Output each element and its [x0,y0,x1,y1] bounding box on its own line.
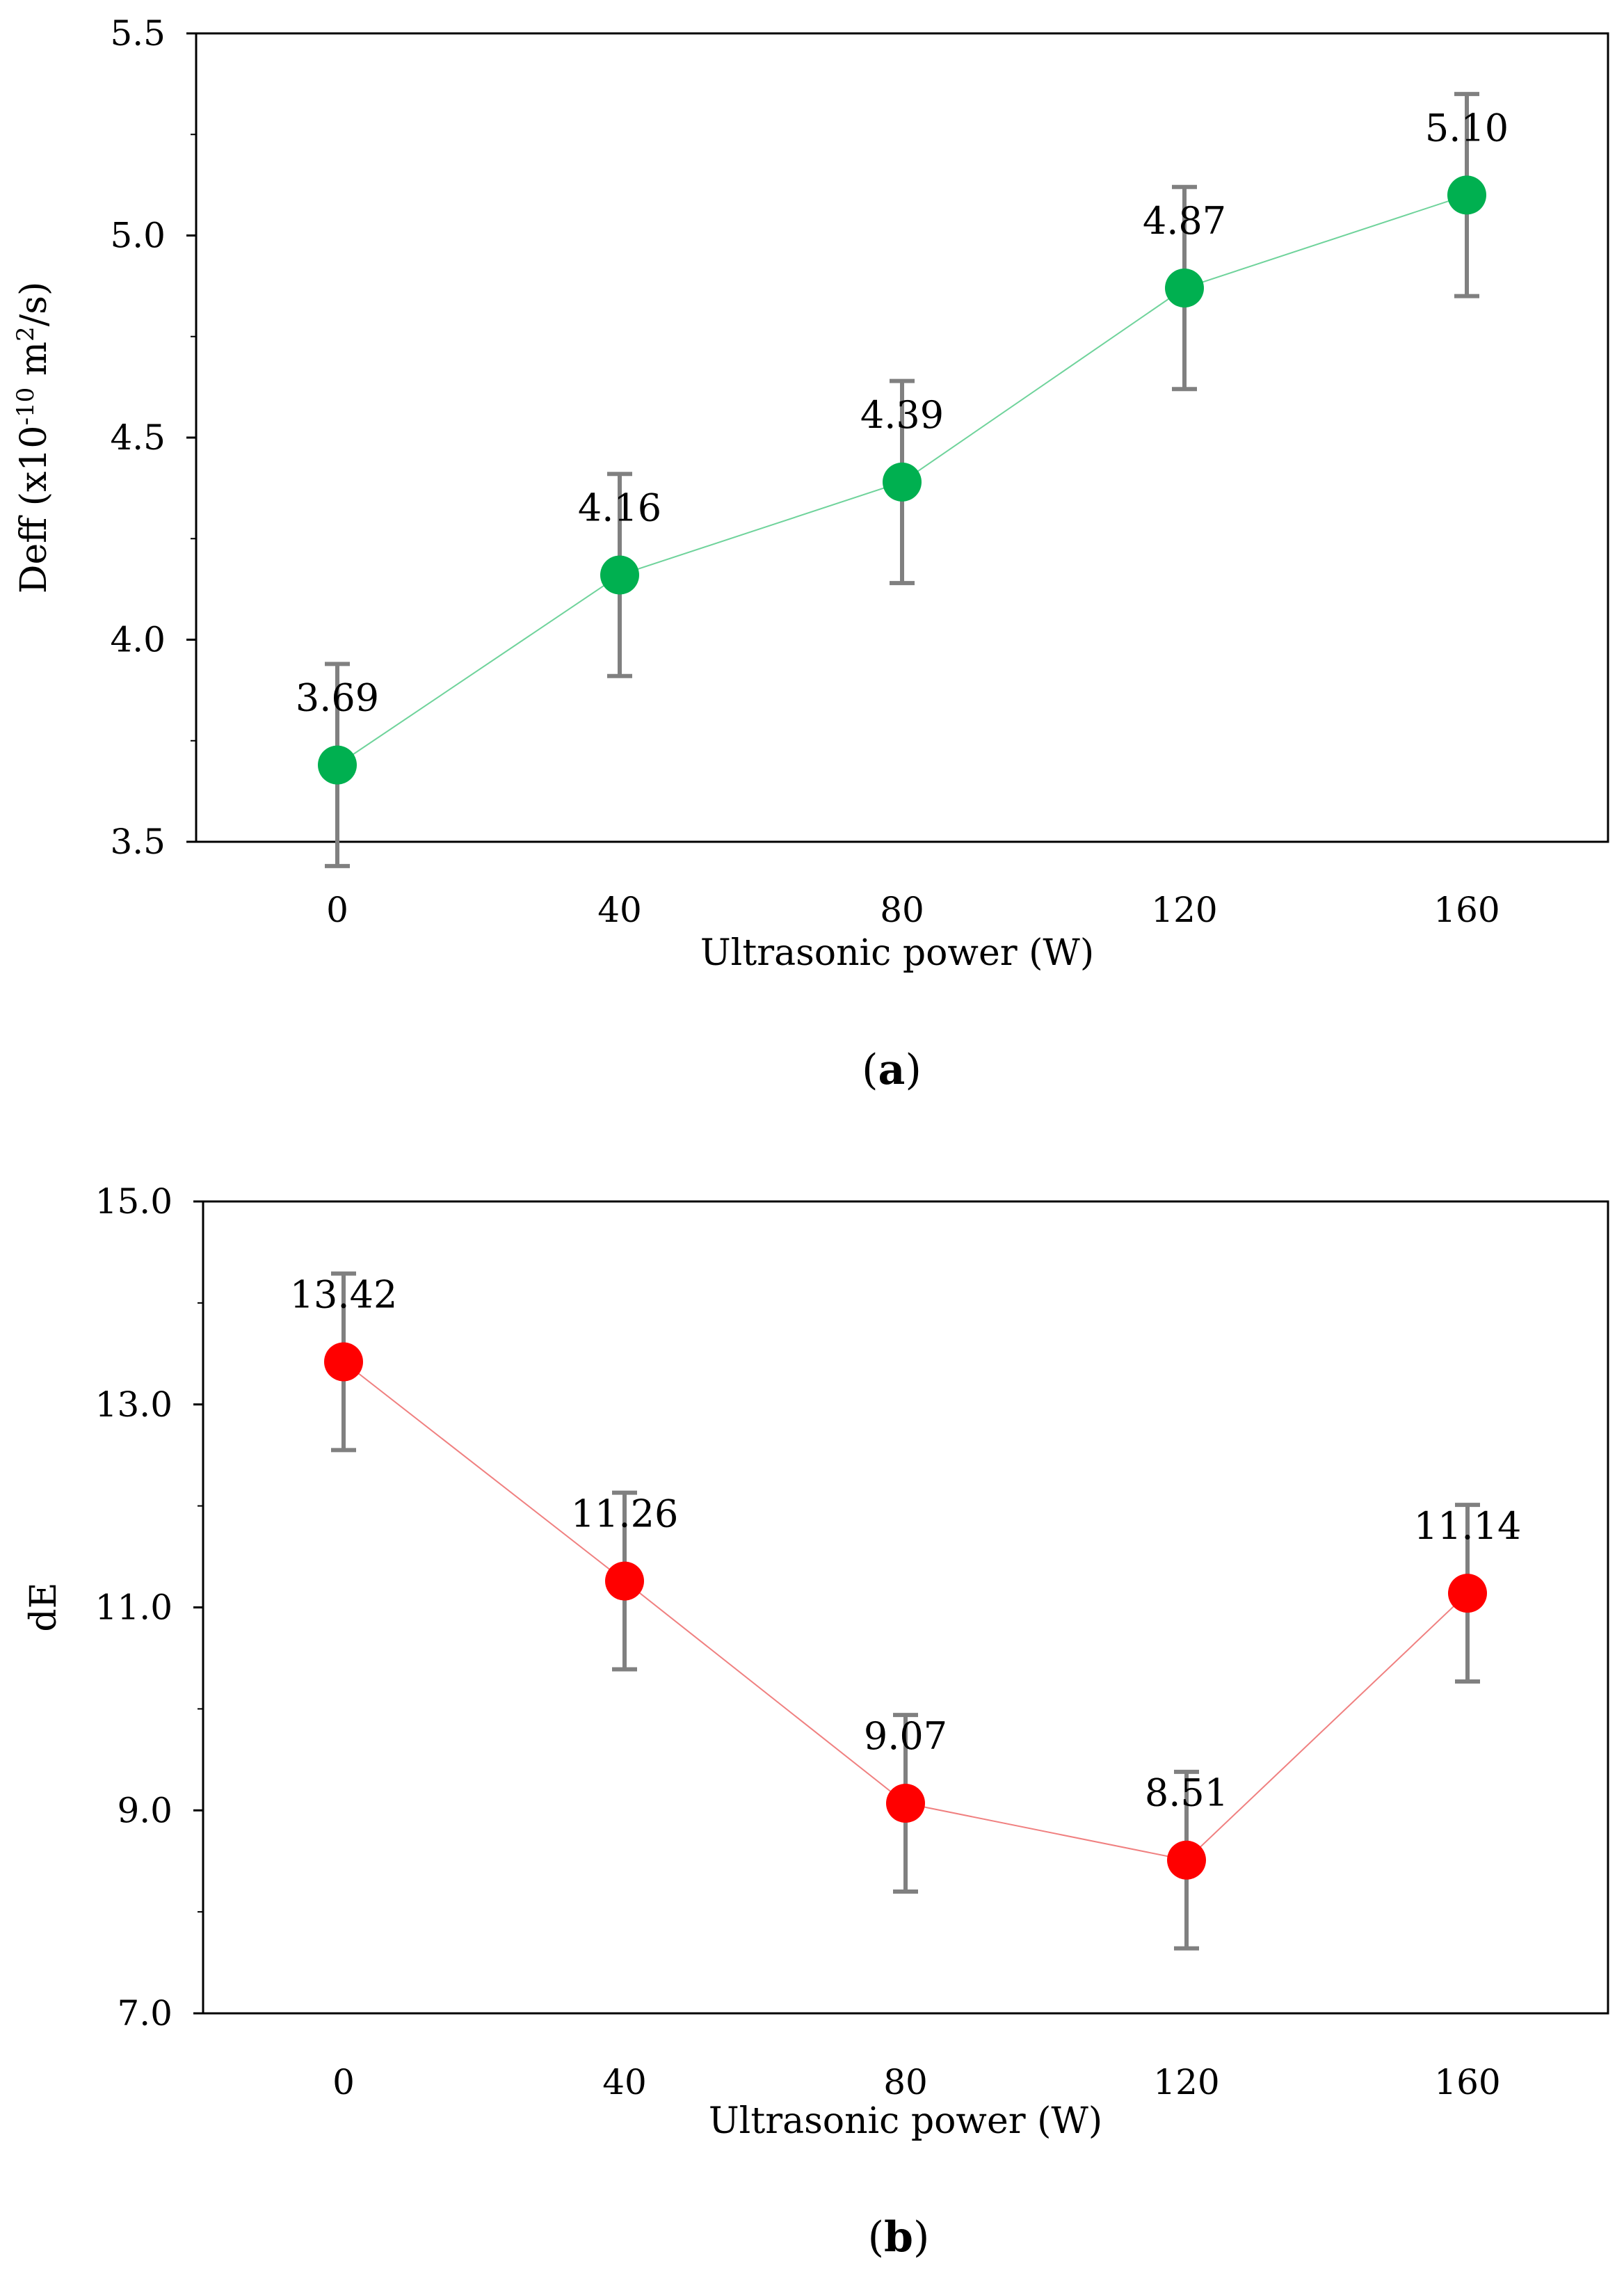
data-label: 5.10 [1425,106,1509,150]
caption-b: (b) [868,2213,930,2262]
data-point [605,1561,644,1601]
y-tick-label: 3.5 [110,822,166,862]
x-axis-title-b: Ultrasonic power (W) [709,2100,1102,2142]
x-tick-label: 120 [1151,890,1217,930]
x-tick-label: 80 [883,2062,928,2102]
y-axis-b: 7.0 9.0 11.0 13.0 15.0 [95,1181,203,2034]
caption-a: (a) [862,1046,922,1094]
x-axis-a: 0 40 80 120 160 [326,890,1500,930]
data-label: 3.69 [296,676,379,720]
x-tick-label: 80 [880,890,924,930]
y-tick-label: 4.5 [110,417,166,458]
data-label: 11.26 [571,1492,679,1536]
y-tick-label: 15.0 [95,1181,172,1222]
y-tick-label: 5.5 [110,13,166,54]
series-de: 13.42 11.26 9.07 8.51 11.14 [290,1271,1522,1951]
data-point [883,462,922,502]
data-point [324,1342,363,1382]
x-tick-label: 40 [597,890,642,930]
y-tick-label: 11.0 [95,1588,172,1628]
data-label: 4.39 [860,393,944,437]
data-label: 13.42 [290,1272,398,1316]
x-axis-title-a: Ultrasonic power (W) [700,932,1094,974]
y-tick-label: 7.0 [117,1993,172,2034]
data-point [600,555,639,595]
data-label: 4.16 [578,486,661,530]
data-label: 4.87 [1143,199,1226,243]
y-axis-a: 3.5 4.0 4.5 5.0 5.5 [110,13,196,862]
x-tick-label: 0 [332,2062,355,2102]
data-label: 8.51 [1145,1771,1228,1815]
data-point [1165,269,1204,308]
x-tick-label: 120 [1153,2062,1219,2102]
y-tick-label: 13.0 [95,1384,172,1425]
series-deff: 3.69 4.16 4.39 4.87 5.10 [296,92,1509,868]
data-point [1447,175,1486,215]
y-axis-title-a: Deff (x10-10 m2/s) [12,282,55,593]
data-point [886,1784,925,1823]
x-tick-label: 160 [1434,2062,1500,2102]
y-axis-title-b: dE [23,1582,65,1631]
data-point [1448,1574,1487,1613]
y-tick-label: 9.0 [117,1790,172,1830]
x-tick-label: 0 [326,890,348,930]
chart-b: 7.0 9.0 11.0 13.0 15.0 0 40 80 120 160 13.42 11.2… [23,1181,1609,2262]
y-tick-label: 5.0 [110,216,166,256]
x-tick-label: 160 [1433,890,1500,930]
data-point [318,745,357,785]
data-point [1167,1840,1206,1880]
chart-a: 3.5 4.0 4.5 5.0 5.5 0 40 80 120 160 3.69 4.16 4.39… [12,13,1609,1094]
x-axis-b: 0 40 80 120 160 [332,2062,1501,2102]
y-tick-label: 4.0 [110,620,166,660]
data-label: 9.07 [864,1714,947,1758]
x-tick-label: 40 [602,2062,647,2102]
data-label: 11.14 [1414,1504,1522,1548]
